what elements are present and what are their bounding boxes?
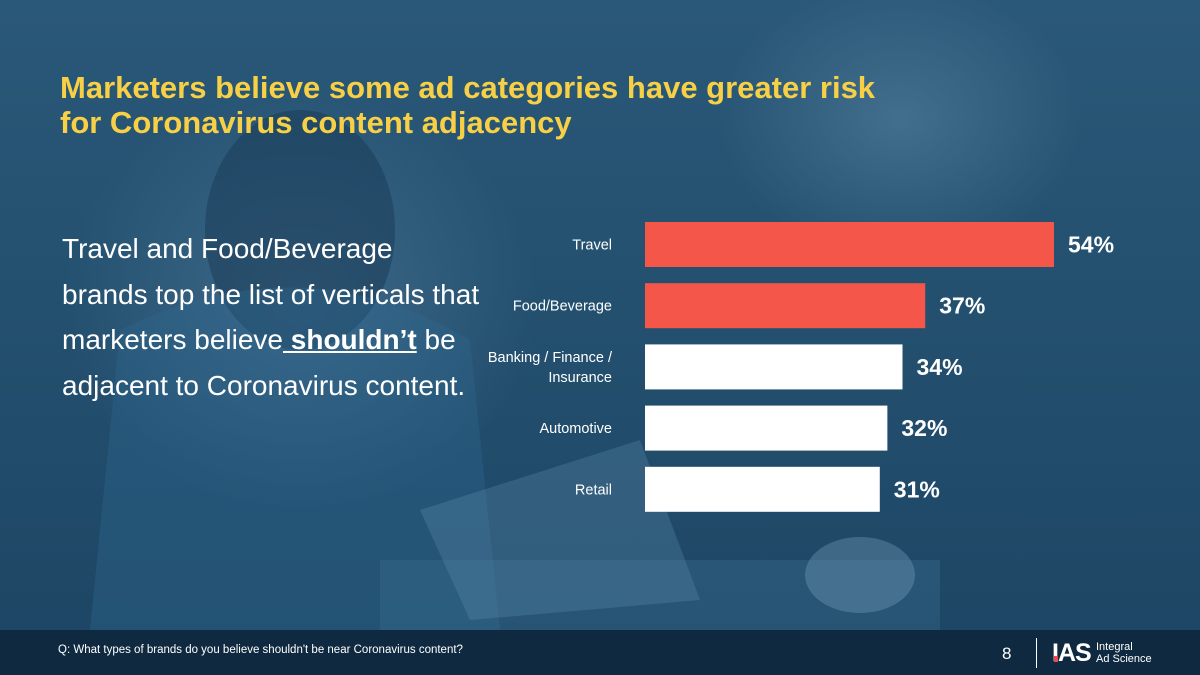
category-label-line: Banking / Finance / [488, 350, 613, 366]
footer-divider [1036, 638, 1037, 668]
logo-mark: IAS [1052, 639, 1092, 667]
logo-word-ad-science: Ad Science [1096, 653, 1152, 665]
bar-1 [645, 283, 926, 329]
desk-surface [380, 560, 940, 630]
page-number: 8 [1002, 644, 1012, 663]
category-label-line: Travel [572, 238, 612, 254]
page-title-line-2: for Coronavirus content adjacency [60, 105, 572, 140]
laptop-shape [420, 440, 700, 620]
body-text-end: be adjacent to Coronavirus content. [62, 324, 466, 401]
bar-chart: 54% Travel 37% Food/Beverage 34% Banking / Fi… [488, 222, 1114, 512]
body-paragraph: Travel and Food/Beverage brands top the … [62, 226, 482, 408]
person-silhouette [205, 110, 395, 350]
body-text-start: Travel and Food/Beverage brands top the … [62, 233, 480, 355]
body-text-emphasis: shouldn’t [282, 324, 417, 355]
survey-question: Q: What types of brands do you believe s… [58, 644, 463, 656]
category-label-line: Insurance [548, 370, 612, 386]
page-title-line-1: Marketers believe some ad categories hav… [60, 70, 876, 105]
category-label-line: Automotive [539, 421, 612, 437]
category-label-0: Travel [572, 238, 612, 254]
bar-0 [645, 222, 1054, 267]
footer-bar: Q: What types of brands do you believe s… [0, 630, 1200, 675]
ias-logo: IAS Integral Ad Science [1052, 638, 1162, 668]
data-label-0: 54% [1068, 232, 1114, 258]
person-body [90, 287, 500, 630]
data-label-3: 32% [901, 415, 947, 441]
logo-accent [1054, 656, 1058, 662]
data-label-2: 34% [917, 354, 963, 380]
bar-3 [645, 405, 888, 451]
page-title: Marketers believe some ad categories hav… [60, 70, 1060, 140]
category-label-2: Banking / Finance / Insurance [488, 350, 613, 386]
category-label-line: Retail [575, 482, 612, 498]
category-label-1: Food/Beverage [513, 299, 612, 315]
bar-2 [645, 344, 903, 390]
category-label-3: Automotive [539, 421, 612, 437]
plant-pot [805, 537, 915, 613]
data-label-4: 31% [894, 476, 940, 502]
bar-4 [645, 466, 880, 512]
category-label-line: Food/Beverage [513, 299, 612, 315]
logo-word-integral: Integral [1096, 641, 1133, 653]
category-label-4: Retail [575, 482, 612, 498]
data-label-1: 37% [939, 293, 985, 319]
